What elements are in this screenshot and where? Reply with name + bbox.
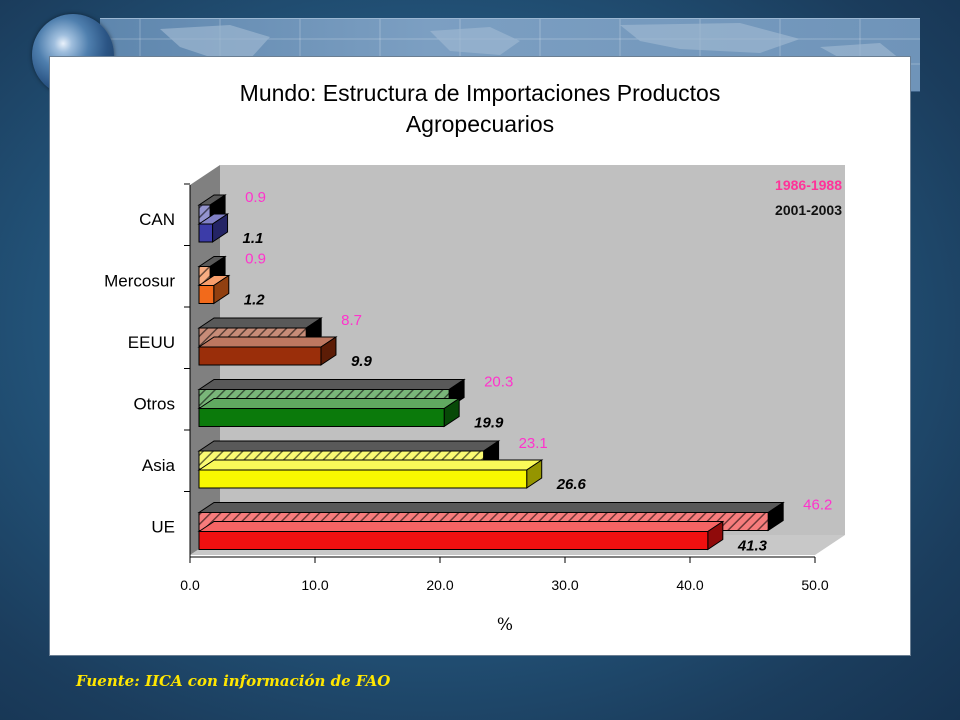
bar-eeuu-1986-1988-top [197,317,323,329]
bar-otros-2001-2003 [197,397,461,428]
bar-eeuu-2001-2003-front [198,346,322,366]
data-label-asia-2001-2003: 26.6 [556,476,587,493]
x-tick-label: 30.0 [551,577,578,593]
chart-title-line-1: Mundo: Estructura de Importaciones Produ… [239,80,721,106]
bar-ue-2001-2003-front [198,531,709,550]
bar-mercosur-1986-1988-hatch [199,266,211,285]
source-note: Fuente: IICA con información de FAO [76,672,391,690]
bar-asia-2001-2003-top [197,459,544,471]
bar-otros-2001-2003-top [197,398,461,409]
data-label-eeuu-1986-1988: 8.7 [341,312,362,329]
category-label-mercosur: Mercosur [104,272,175,291]
data-label-ue-1986-1988: 46.2 [803,497,832,514]
bar-asia-2001-2003 [197,459,544,489]
bar-mercosur-2001-2003-front [198,285,215,304]
x-tick-label: 0.0 [180,577,200,593]
data-label-can-2001-2003: 1.1 [243,230,264,247]
bar-asia-2001-2003-front [198,469,528,489]
data-label-asia-1986-1988: 23.1 [519,435,548,452]
bar-otros-1986-1988-top [197,379,466,390]
data-label-mercosur-2001-2003: 1.2 [244,292,266,309]
bar-eeuu-2001-2003-top [197,336,338,348]
category-label-otros: Otros [133,395,175,414]
x-tick-label: 50.0 [801,577,828,593]
x-tick-label: 20.0 [426,577,453,593]
bar-can-2001-2003-front [198,223,214,243]
bar-can-1986-1988-hatch [199,205,211,223]
bar-ue-2001-2003-top [197,521,725,532]
data-label-can-1986-1988: 0.9 [245,189,266,206]
x-axis-label: % [497,615,513,635]
data-label-otros-1986-1988: 20.3 [484,374,513,391]
legend-series-2001-2003: 2001-2003 [775,202,842,218]
data-label-ue-2001-2003: 41.3 [737,538,768,555]
bar-eeuu-2001-2003 [197,336,338,366]
category-label-eeuu: EEUU [128,333,175,352]
bar-otros-2001-2003-front [198,408,445,427]
category-label-asia: Asia [142,456,176,475]
legend-series-1986-1988: 1986-1988 [775,177,842,193]
bar-ue-2001-2003 [197,520,725,551]
chart-title: Mundo: Estructura de Importaciones Produ… [0,78,960,140]
data-label-mercosur-1986-1988: 0.9 [245,251,266,268]
chart-title-line-2: Agropecuarios [405,111,555,137]
category-label-can: CAN [139,210,175,229]
bar-mercosur-2001-2003 [197,274,231,305]
bar-can-2001-2003 [197,213,230,243]
bar-asia-1986-1988-top [197,440,501,452]
x-tick-label: 10.0 [301,577,328,593]
x-tick-label: 40.0 [676,577,703,593]
category-label-ue: UE [151,518,175,537]
data-label-eeuu-2001-2003: 9.9 [351,353,373,370]
bar-ue-1986-1988-top [197,502,785,513]
data-label-otros-2001-2003: 19.9 [474,415,504,432]
